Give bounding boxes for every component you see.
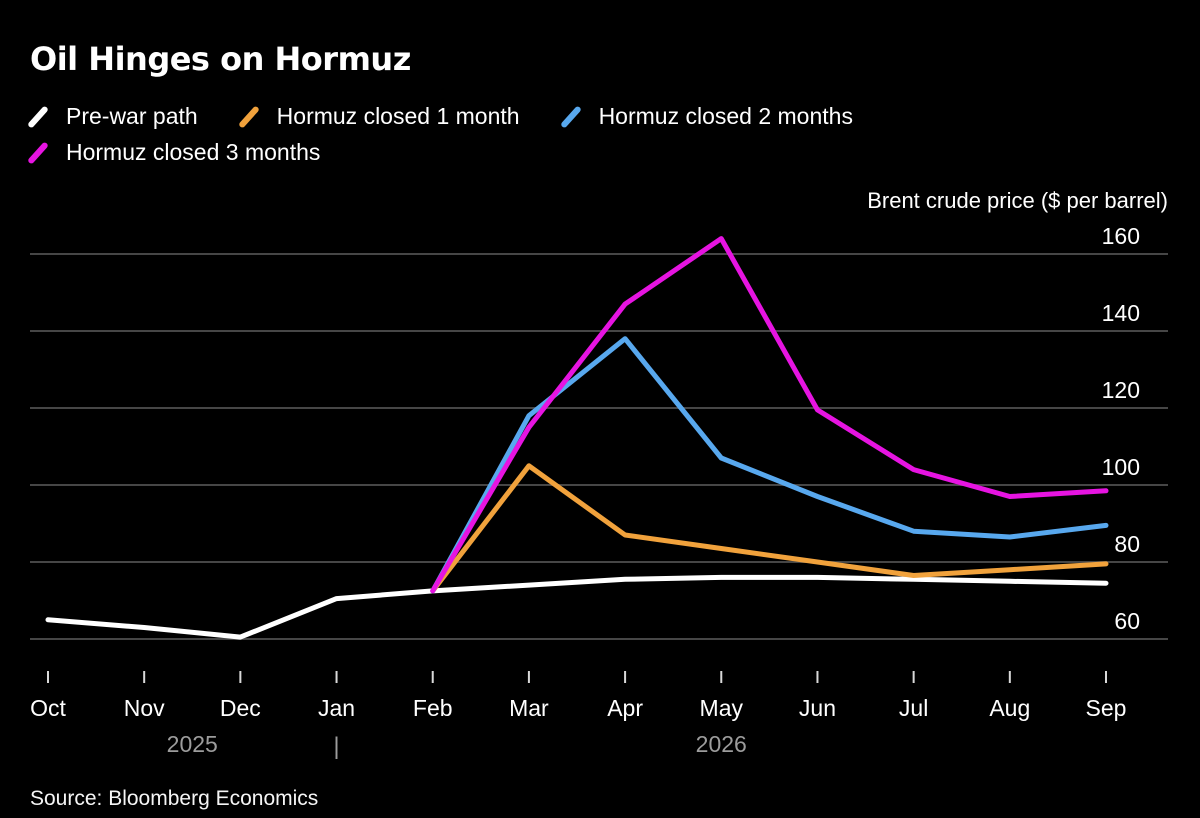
x-axis-tick (1008, 671, 1011, 683)
year-label: 2026 (696, 731, 747, 757)
x-axis-tick (239, 671, 242, 683)
legend-item: Pre-war path (25, 103, 198, 130)
series-line-pre-war-path (45, 574, 1109, 640)
x-axis-month-label: Mar (509, 695, 549, 721)
x-axis-tick (1105, 671, 1107, 683)
legend-item: Hormuz closed 1 month (236, 103, 520, 130)
x-axis-month-label: Sep (1086, 695, 1127, 721)
x-axis-month-label: Feb (413, 695, 453, 721)
x-axis-month-label: Aug (989, 695, 1030, 721)
year-label: 2025 (167, 731, 218, 757)
legend: Pre-war path Hormuz closed 1 month Hormuz … (25, 103, 1045, 166)
x-axis-month-label: Oct (30, 695, 66, 721)
legend-item-label: Pre-war path (66, 103, 198, 129)
chart-title: Oil Hinges on Hormuz (30, 40, 411, 78)
legend-item: Hormuz closed 3 months (25, 139, 320, 166)
y-axis-tick-label: 80 (1114, 531, 1140, 557)
y-axis-tick-label: 160 (1102, 223, 1140, 249)
x-axis-month-label: Dec (220, 695, 261, 721)
x-axis-tick (527, 671, 530, 683)
source-note: Source: Bloomberg Economics (30, 787, 319, 810)
series-line-hormuz-closed-1-month (430, 463, 1109, 594)
y-axis-tick-label: 140 (1102, 300, 1140, 326)
series-line-hormuz-closed-3-months (430, 236, 1109, 594)
x-axis-month-label: Nov (124, 695, 165, 721)
x-axis-month-label: Apr (607, 695, 643, 721)
y-axis-tick-label: 60 (1114, 608, 1140, 634)
x-axis-tick (47, 671, 49, 683)
legend-item-label: Hormuz closed 3 months (66, 139, 321, 165)
x-axis-tick (912, 671, 915, 683)
x-axis-month-label: May (700, 695, 744, 721)
y-axis-tick-label: 120 (1102, 377, 1140, 403)
y-axis-title: Brent crude price ($ per barrel) (867, 188, 1168, 213)
x-axis-month-label: Jul (899, 695, 928, 721)
legend-item-label: Hormuz closed 1 month (276, 103, 520, 129)
x-axis-month-label: Jan (318, 695, 355, 721)
x-axis-month-label: Jun (799, 695, 836, 721)
x-axis-tick (431, 671, 434, 683)
x-axis-tick (624, 671, 627, 683)
x-axis-tick (143, 671, 146, 683)
legend-item-label: Hormuz closed 2 months (598, 103, 853, 129)
year-divider: | (333, 733, 339, 760)
legend-item: Hormuz closed 2 months (558, 103, 853, 130)
y-axis-tick-label: 100 (1102, 454, 1140, 480)
x-axis-tick (720, 671, 723, 683)
x-axis-tick (335, 671, 338, 683)
x-axis-tick (816, 671, 819, 683)
